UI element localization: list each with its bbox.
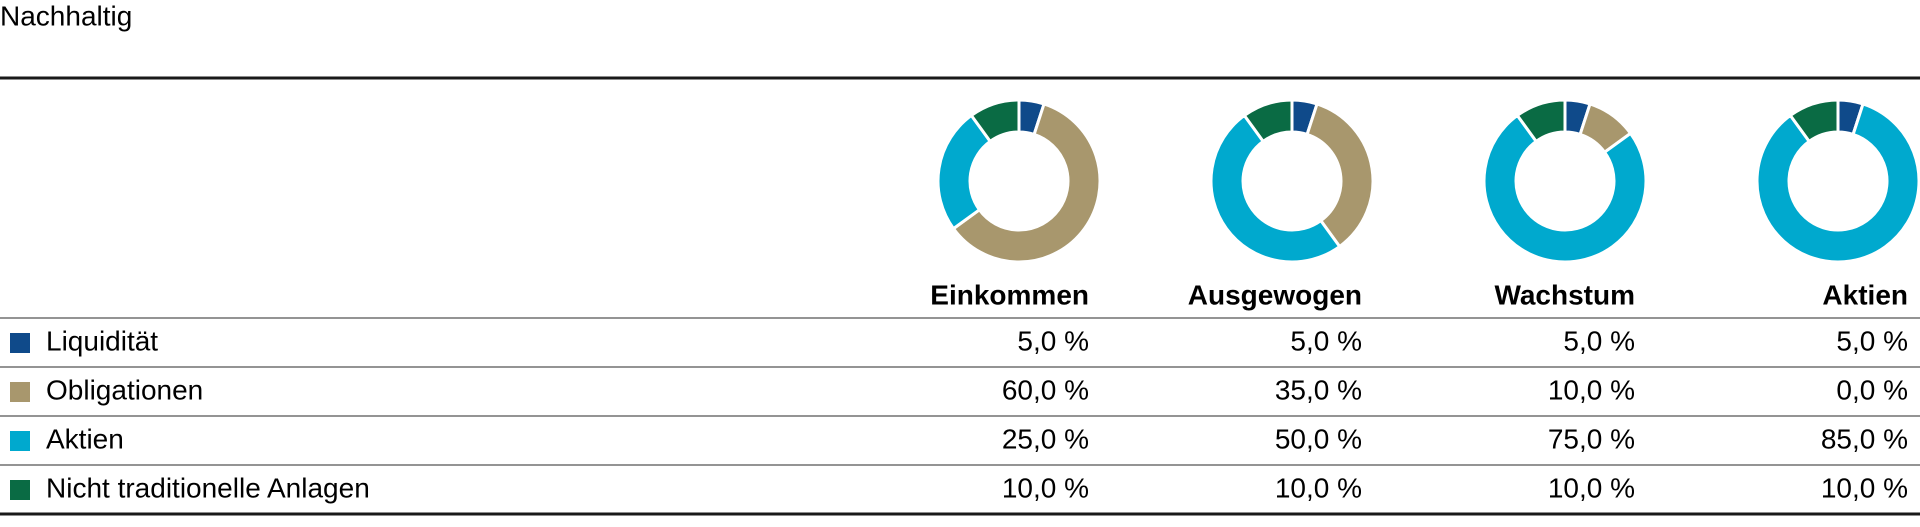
donut-slice xyxy=(969,98,1021,144)
donut-slice xyxy=(1305,102,1375,249)
cell-value: 5,0 % xyxy=(1017,325,1089,356)
row-label: Aktien xyxy=(46,423,124,454)
column-header: Einkommen xyxy=(930,279,1089,310)
column-header: Ausgewogen xyxy=(1188,279,1362,310)
row-label: Liquidität xyxy=(46,325,158,356)
cell-value: 10,0 % xyxy=(1548,374,1635,405)
legend-swatch xyxy=(10,333,30,353)
page-title: Nachhaltig xyxy=(0,0,132,31)
cell-value: 10,0 % xyxy=(1821,472,1908,503)
donut-slice xyxy=(1755,102,1920,264)
cell-value: 85,0 % xyxy=(1821,423,1908,454)
cell-value: 35,0 % xyxy=(1275,374,1362,405)
donut-slice xyxy=(1209,113,1342,264)
cell-value: 10,0 % xyxy=(1548,472,1635,503)
column-header: Aktien xyxy=(1822,279,1908,310)
cell-value: 75,0 % xyxy=(1548,423,1635,454)
cell-value: 25,0 % xyxy=(1002,423,1089,454)
donut-slice xyxy=(1482,113,1648,264)
cell-value: 5,0 % xyxy=(1836,325,1908,356)
cell-value: 10,0 % xyxy=(1002,472,1089,503)
legend-swatch xyxy=(10,480,30,500)
donut-slice xyxy=(951,102,1102,264)
cell-value: 50,0 % xyxy=(1275,423,1362,454)
donut-slice xyxy=(1788,98,1840,144)
row-label: Nicht traditionelle Anlagen xyxy=(46,472,370,503)
column-header: Wachstum xyxy=(1494,279,1635,310)
legend-swatch xyxy=(10,382,30,402)
cell-value: 5,0 % xyxy=(1563,325,1635,356)
legend-swatch xyxy=(10,431,30,451)
row-label: Obligationen xyxy=(46,374,203,405)
cell-value: 5,0 % xyxy=(1290,325,1362,356)
cell-value: 0,0 % xyxy=(1836,374,1908,405)
donut-slice xyxy=(1242,98,1294,144)
donut-slice xyxy=(1515,98,1567,144)
cell-value: 60,0 % xyxy=(1002,374,1089,405)
cell-value: 10,0 % xyxy=(1275,472,1362,503)
